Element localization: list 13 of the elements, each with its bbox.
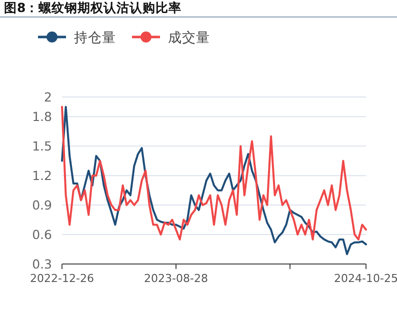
legend-label: 持仓量 [74, 30, 116, 46]
y-tick-label: 0.9 [32, 198, 52, 213]
y-tick-label: 1.2 [32, 168, 52, 184]
y-tick-label: 0.3 [32, 256, 52, 272]
chart-title: 图8：螺纹钢期权认沽认购比率 [4, 0, 182, 15]
x-tick-label: 2023-08-28 [144, 272, 208, 285]
y-tick-label: 2 [44, 90, 52, 104]
x-tick-label: 2022-12-26 [30, 272, 94, 285]
y-tick-label: 1.8 [32, 109, 52, 124]
y-tick-label: 1.5 [32, 138, 52, 154]
y-tick-label: 0.6 [32, 227, 52, 242]
legend-label: 成交量 [168, 30, 210, 46]
x-tick-label: 2024-10-25 [334, 272, 397, 285]
